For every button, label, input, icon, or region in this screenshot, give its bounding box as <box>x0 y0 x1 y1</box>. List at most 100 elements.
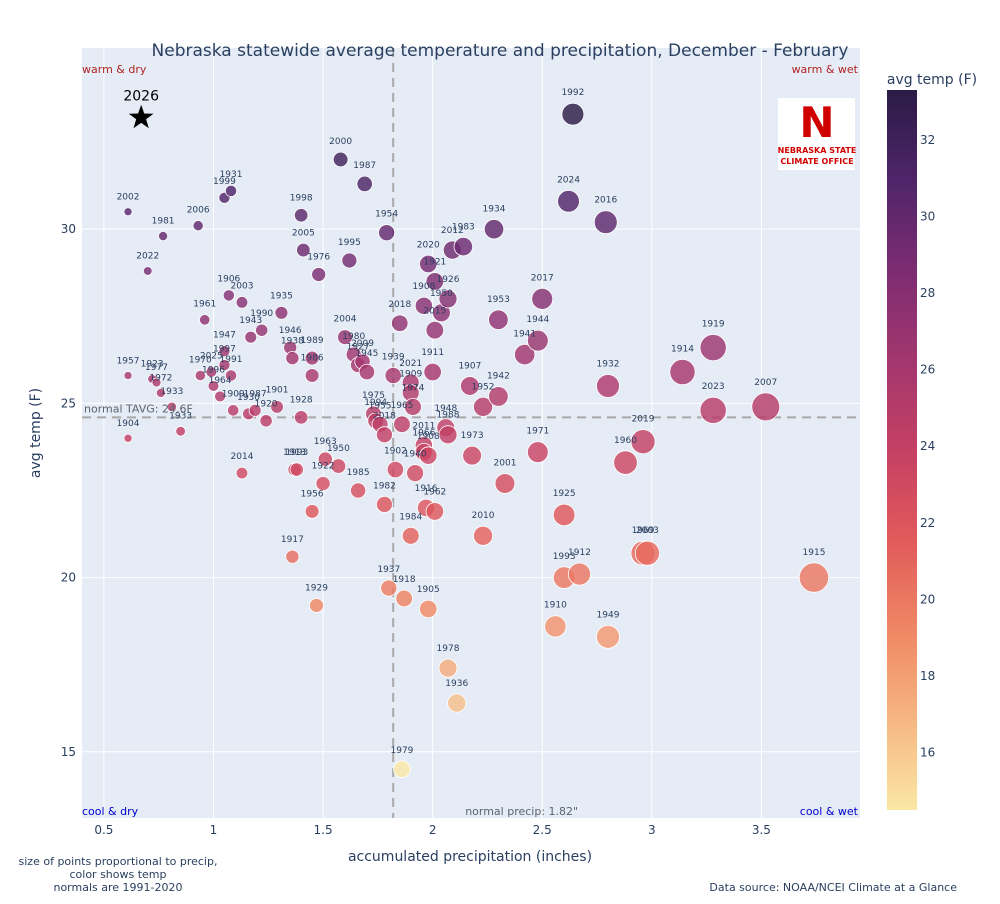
data-label-1901: 1901 <box>266 385 289 395</box>
data-label-2009: 2009 <box>351 339 374 349</box>
data-label-1965: 1965 <box>391 401 414 411</box>
data-label-1978: 1978 <box>437 644 460 654</box>
data-label-1950: 1950 <box>430 289 453 299</box>
x-axis-ticks: 0.5 1 1.5 2 2.5 3 3.5 <box>94 823 771 837</box>
data-label-1991: 1991 <box>220 355 243 365</box>
data-label-1908: 1908 <box>412 282 435 292</box>
data-label-1933: 1933 <box>169 411 192 421</box>
data-point-2010 <box>473 525 494 546</box>
data-point-1945 <box>358 363 376 381</box>
data-label-1992: 1992 <box>561 88 584 98</box>
data-label-1907: 1907 <box>458 362 481 372</box>
data-point-1925 <box>552 503 576 527</box>
data-point-1981 <box>158 231 169 242</box>
data-label-1995: 1995 <box>338 238 361 248</box>
data-point-2001 <box>494 473 516 494</box>
data-label-1944: 1944 <box>526 315 549 325</box>
data-label-1941: 1941 <box>513 329 536 339</box>
highlight-marker: 2026 <box>123 89 159 129</box>
data-label-2018: 2018 <box>388 300 411 310</box>
data-point-1989 <box>304 350 320 366</box>
colorbar <box>887 90 917 810</box>
data-point-1921 <box>425 272 445 291</box>
data-point-1931 <box>224 184 238 197</box>
data-label-1932: 1932 <box>597 359 620 369</box>
x-tick-label: 2 <box>429 823 437 837</box>
data-label-1960: 1960 <box>614 436 637 446</box>
data-label-1921: 1921 <box>423 258 446 268</box>
data-label-1935: 1935 <box>270 291 293 301</box>
colorbar-tick-label: 20 <box>920 592 935 606</box>
data-point-1964 <box>214 390 226 403</box>
data-point-1910 <box>544 615 567 638</box>
data-point-2007 <box>751 392 781 422</box>
colorbar-tick-label: 18 <box>920 669 935 683</box>
data-point-1922 <box>315 476 331 492</box>
data-point-1978 <box>438 658 458 678</box>
data-point-2020 <box>419 254 438 274</box>
data-label-1961: 1961 <box>193 300 216 310</box>
data-label-1904: 1904 <box>117 419 140 429</box>
data-label-1906: 1906 <box>217 275 240 285</box>
x-tick-label: 0.5 <box>94 823 113 837</box>
data-point-1914 <box>669 358 696 386</box>
colorbar-tick-label: 30 <box>920 209 935 223</box>
data-point-1953 <box>488 309 509 330</box>
data-point-1908 <box>419 446 438 465</box>
x-tick-label: 1.5 <box>314 823 333 837</box>
data-point-1944 <box>527 329 549 352</box>
data-point-1919 <box>699 334 727 362</box>
data-label-1912: 1912 <box>568 548 591 558</box>
data-point-1950 <box>330 458 347 474</box>
note-line-2: color shows temp <box>69 868 166 881</box>
data-label-2005: 2005 <box>292 228 315 238</box>
data-point-1985 <box>350 482 367 499</box>
data-label-1976: 1976 <box>307 252 330 262</box>
data-label-1957: 1957 <box>117 356 140 366</box>
data-label-2001: 2001 <box>494 459 517 469</box>
data-point-1917 <box>285 549 300 564</box>
data-point-1957 <box>123 371 133 380</box>
quadrant-label-warm-wet: warm & wet <box>792 63 859 76</box>
colorbar-tick-label: 26 <box>920 363 935 377</box>
x-tick-label: 3.5 <box>752 823 771 837</box>
data-label-2002: 2002 <box>117 193 140 203</box>
data-point-2006 <box>192 220 204 232</box>
data-label-1954: 1954 <box>375 210 398 220</box>
data-label-1922: 1922 <box>312 461 335 471</box>
data-label-1910: 1910 <box>544 601 567 611</box>
x-tick-label: 1 <box>210 823 218 837</box>
data-label-2018: 2018 <box>373 412 396 422</box>
data-point-1947 <box>218 345 231 358</box>
data-point-2024 <box>557 189 580 213</box>
y-axis-label: avg temp (F) <box>28 388 44 478</box>
data-label-1962: 1962 <box>423 488 446 498</box>
logo: N NEBRASKA STATE CLIMATE OFFICE <box>778 98 856 170</box>
y-tick-label: 15 <box>61 745 76 759</box>
data-label-2015: 2015 <box>423 306 446 316</box>
data-label-1919: 1919 <box>702 319 725 329</box>
data-point-2018 <box>375 426 393 444</box>
data-point-1940 <box>406 464 425 482</box>
data-point-1937 <box>380 579 398 597</box>
data-label-1934: 1934 <box>483 204 506 214</box>
data-label-1956: 1956 <box>301 489 324 499</box>
star-icon <box>128 104 154 129</box>
data-point-1974 <box>404 397 422 416</box>
data-label-1983: 1983 <box>452 222 475 232</box>
data-point-1991 <box>224 369 238 382</box>
data-point-1993 <box>289 462 304 477</box>
data-point-1987 <box>356 175 373 193</box>
data-label-1947: 1947 <box>213 331 236 341</box>
data-label-1979: 1979 <box>391 746 414 756</box>
chart-title: Nebraska statewide average temperature a… <box>152 41 849 61</box>
data-point-1960 <box>613 450 638 475</box>
data-point-1901 <box>270 400 284 414</box>
data-label-1963: 1963 <box>314 437 337 447</box>
reference-lines <box>82 48 860 818</box>
data-point-1961 <box>199 314 211 326</box>
data-label-1993: 1993 <box>553 552 576 562</box>
logo-line-2: CLIMATE OFFICE <box>780 157 853 166</box>
data-point-1987 <box>248 403 262 417</box>
data-point-1952 <box>473 396 494 417</box>
